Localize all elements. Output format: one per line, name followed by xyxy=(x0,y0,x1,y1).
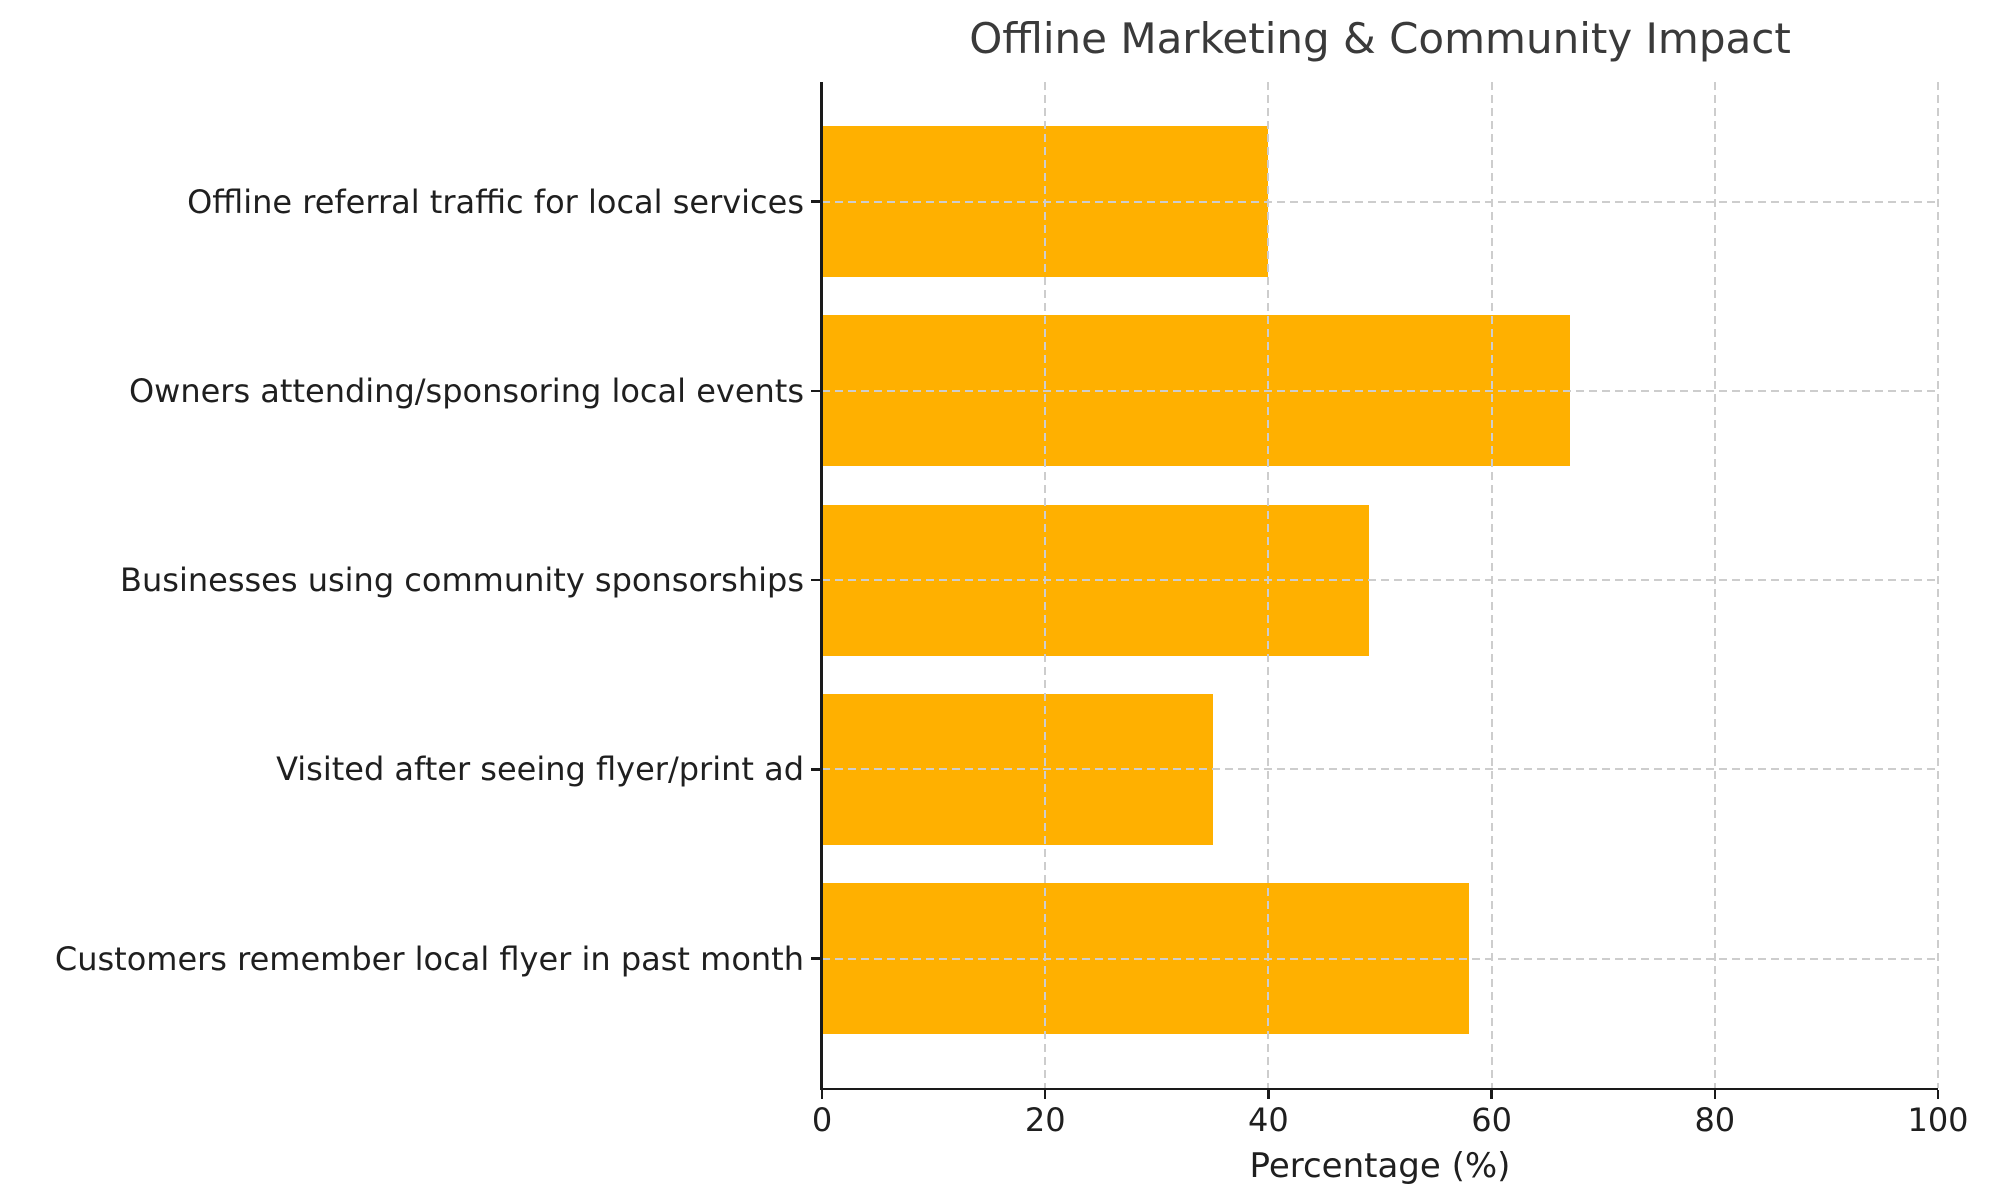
x-tick-label-0: 0 xyxy=(811,1101,833,1139)
x-tick-label-80: 80 xyxy=(1694,1101,1736,1139)
vertical-gridline-60 xyxy=(1490,82,1493,1088)
vertical-gridline-20 xyxy=(1044,82,1047,1088)
y-tick-mark-1 xyxy=(811,389,820,393)
y-category-label-1: Owners attending/sponsoring local events xyxy=(128,371,804,410)
x-axis-label: Percentage (%) xyxy=(1249,1146,1511,1186)
y-axis-category-labels: Offline referral traffic for local servi… xyxy=(0,82,804,1088)
x-tick-mark-80 xyxy=(1713,1090,1717,1099)
x-tick-mark-40 xyxy=(1267,1090,1270,1099)
x-tick-label-60: 60 xyxy=(1471,1101,1512,1139)
x-tick-mark-60 xyxy=(1490,1090,1493,1099)
x-tick-label-40: 40 xyxy=(1248,1101,1289,1139)
vertical-gridline-100 xyxy=(1937,82,1939,1088)
horizontal-gridline-0 xyxy=(822,200,1938,203)
x-tick-label-20: 20 xyxy=(1024,1101,1066,1139)
y-category-label-3: Visited after seeing flyer/print ad xyxy=(276,750,804,789)
horizontal-gridline-2 xyxy=(822,579,1938,582)
horizontal-gridline-3 xyxy=(822,768,1938,771)
y-tick-mark-4 xyxy=(811,957,820,960)
x-axis-spine xyxy=(820,1087,1938,1090)
horizontal-gridline-1 xyxy=(822,389,1938,392)
vertical-gridline-40 xyxy=(1267,82,1270,1088)
x-axis-tick-labels: 0 20 40 60 80 100 xyxy=(812,1101,1969,1141)
x-tick-mark-0 xyxy=(820,1090,824,1099)
y-tick-mark-2 xyxy=(811,578,820,582)
y-tick-mark-0 xyxy=(811,200,820,203)
y-category-label-2: Businesses using community sponsorships xyxy=(120,561,804,600)
y-tick-mark-3 xyxy=(811,768,820,771)
horizontal-gridline-4 xyxy=(822,957,1938,960)
x-tick-mark-20 xyxy=(1043,1090,1047,1099)
vertical-gridline-80 xyxy=(1713,82,1716,1088)
x-tick-mark-100 xyxy=(1936,1090,1940,1099)
y-category-label-4: Customers remember local flyer in past m… xyxy=(54,939,804,978)
y-axis-spine xyxy=(820,82,823,1090)
plot-area xyxy=(811,82,1940,1099)
x-tick-label-100: 100 xyxy=(1907,1101,1969,1139)
y-category-label-0: Offline referral traffic for local servi… xyxy=(187,182,804,221)
chart-title: Offline Marketing & Community Impact xyxy=(969,14,1791,63)
